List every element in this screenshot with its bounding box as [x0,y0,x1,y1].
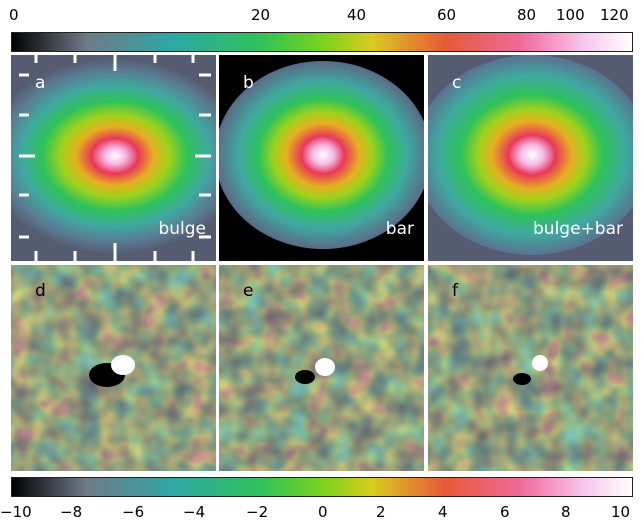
bottom-tick-label: 2 [376,503,386,521]
top-tick-label: 80 [517,6,537,24]
panel-component-label: bulge [158,219,206,239]
panel-f: f [428,265,633,471]
panel-c: c bulge+bar [428,55,633,261]
panel-label: c [452,73,462,93]
bottom-tick-label: −2 [246,503,269,521]
panel-b: b bar [219,55,424,261]
panel-label: e [243,281,254,301]
panel-a: a bulge [11,55,216,261]
bottom-tick-label: −8 [60,503,83,521]
bottom-tick-label: −10 [0,503,32,521]
bottom-tick-label: 8 [561,503,571,521]
bottom-tick-label: 10 [611,503,631,521]
bottom-tick-label: 0 [318,503,328,521]
top-colorbar [11,32,633,52]
bottom-tick-label: 4 [438,503,448,521]
panel-label: b [243,73,254,93]
top-tick-label: 0 [9,6,19,24]
panel-label: d [35,281,46,301]
top-tick-label: 60 [437,6,457,24]
bottom-tick-label: 6 [500,503,510,521]
panel-e: e [219,265,424,471]
top-tick-label: 20 [251,6,271,24]
bottom-tick-label: −6 [122,503,145,521]
bottom-colorbar [11,477,633,497]
panel-d: d [11,265,216,471]
top-tick-label: 40 [347,6,367,24]
top-tick-label: 100 [556,6,585,24]
top-tick-label: 120 [600,6,629,24]
panel-component-label: bulge+bar [533,219,623,239]
panel-component-label: bar [385,219,414,239]
bottom-tick-label: −4 [183,503,206,521]
panel-label: f [452,281,458,301]
panel-label: a [35,73,46,93]
